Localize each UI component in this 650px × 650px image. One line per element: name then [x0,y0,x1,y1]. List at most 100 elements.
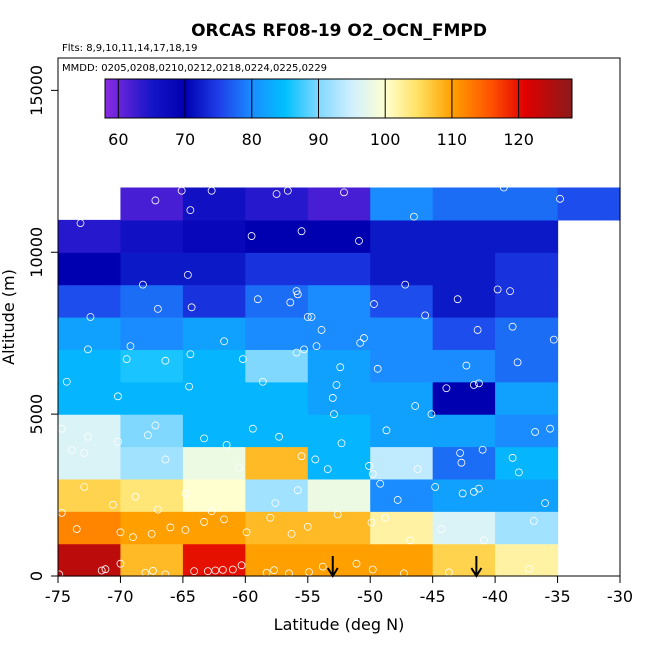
heatmap-cell [58,317,122,350]
sample-point [247,232,256,240]
sample-point [549,335,558,344]
sample-point [235,463,243,472]
heatmap-cell [58,414,122,448]
sample-point [413,465,422,474]
heatmap-cell [182,219,246,253]
colorbar-gradient [104,78,573,119]
sample-points [55,183,564,579]
heatmap-cell [370,381,434,415]
sample-point [303,522,312,531]
sample-point [410,212,418,221]
colorbar-tick-label: 90 [308,130,328,149]
x-tick-label: -55 [295,587,321,606]
heatmap-cell [495,478,559,512]
y-tick-label: 5000 [27,394,46,435]
heatmap-cell [245,414,309,448]
sample-point [541,499,549,508]
sample-point [154,305,162,313]
sample-point [200,518,209,526]
sample-point [337,439,346,448]
heatmap-cell [307,252,371,286]
heatmap-cell [307,511,371,545]
heatmap-cell [557,187,621,221]
sample-point [393,496,402,504]
heatmap-cell [120,478,184,512]
sample-point [312,342,321,351]
y-axis: 0 5000 10000 15000 [27,65,58,581]
heatmap-cell [432,446,496,480]
sample-point [456,449,465,457]
sample-point [131,492,140,501]
heatmap-cells [58,187,621,577]
sample-point [401,280,410,289]
colorbar-tick-label: 100 [370,130,401,149]
sample-point [190,567,199,576]
x-tick-label: -30 [607,587,633,606]
sample-point [183,271,192,279]
x-axis: -75 -70 -65 -60 -55 -50 -45 -40 -35 -30 [45,576,633,606]
sample-point [506,287,515,296]
sample-point [406,536,415,545]
sample-point [478,445,487,454]
sample-point [151,421,160,430]
heatmap-cell [58,446,122,480]
sample-point [508,453,517,462]
heatmap-cell [120,349,184,383]
sample-point [513,358,522,367]
heatmap-cell [432,349,496,383]
heatmap-cell [58,478,122,512]
sample-point [116,528,125,537]
sample-point [493,285,502,294]
sample-point [437,525,446,533]
heatmap-cell [120,219,184,253]
sample-point [86,313,95,321]
heatmap-cell [182,252,246,286]
heatmap-cell [182,414,246,448]
sample-point [365,462,373,470]
sample-point [220,515,229,524]
sample-point [271,499,280,508]
sample-point [336,363,345,372]
heatmap-cell [495,414,559,448]
sample-point [367,518,376,527]
sample-point [114,437,122,446]
colorbar-tick-label: 70 [175,130,195,149]
sample-point [149,566,157,575]
heatmap-cell [495,446,559,480]
heatmap-cell [432,381,496,415]
sample-point [376,479,385,488]
sample-point [200,434,209,443]
heatmap-cell [120,543,184,577]
y-tick-label: 15000 [27,65,46,116]
sample-point [185,382,194,391]
sample-point [76,219,85,228]
sample-point [458,489,467,498]
sample-point [382,426,391,435]
heatmap-cell [370,414,434,448]
sample-point [228,565,237,574]
sample-point [272,190,281,198]
heatmap-cell [245,187,309,221]
sample-point [453,295,462,304]
sample-point [293,486,302,495]
sample-point [457,458,466,467]
heatmap-cell [307,446,371,480]
sample-point [248,424,257,433]
heatmap-cell [120,381,184,415]
heatmap-cell [245,381,309,415]
sample-point [297,227,306,236]
sample-point [469,381,478,389]
heatmap-cell [307,543,371,577]
heatmap-cell [58,252,122,286]
sample-point [368,470,377,478]
heatmap-cell [432,414,496,448]
x-tick-label: -45 [420,587,446,606]
sample-point [218,565,227,574]
heatmap-cell [432,543,496,577]
sample-point [177,186,186,195]
sample-point [203,567,212,576]
sample-point [253,295,262,304]
sample-point [474,484,483,493]
heatmap-cell [495,349,559,383]
x-axis-label: Latitude (deg N) [274,615,405,634]
